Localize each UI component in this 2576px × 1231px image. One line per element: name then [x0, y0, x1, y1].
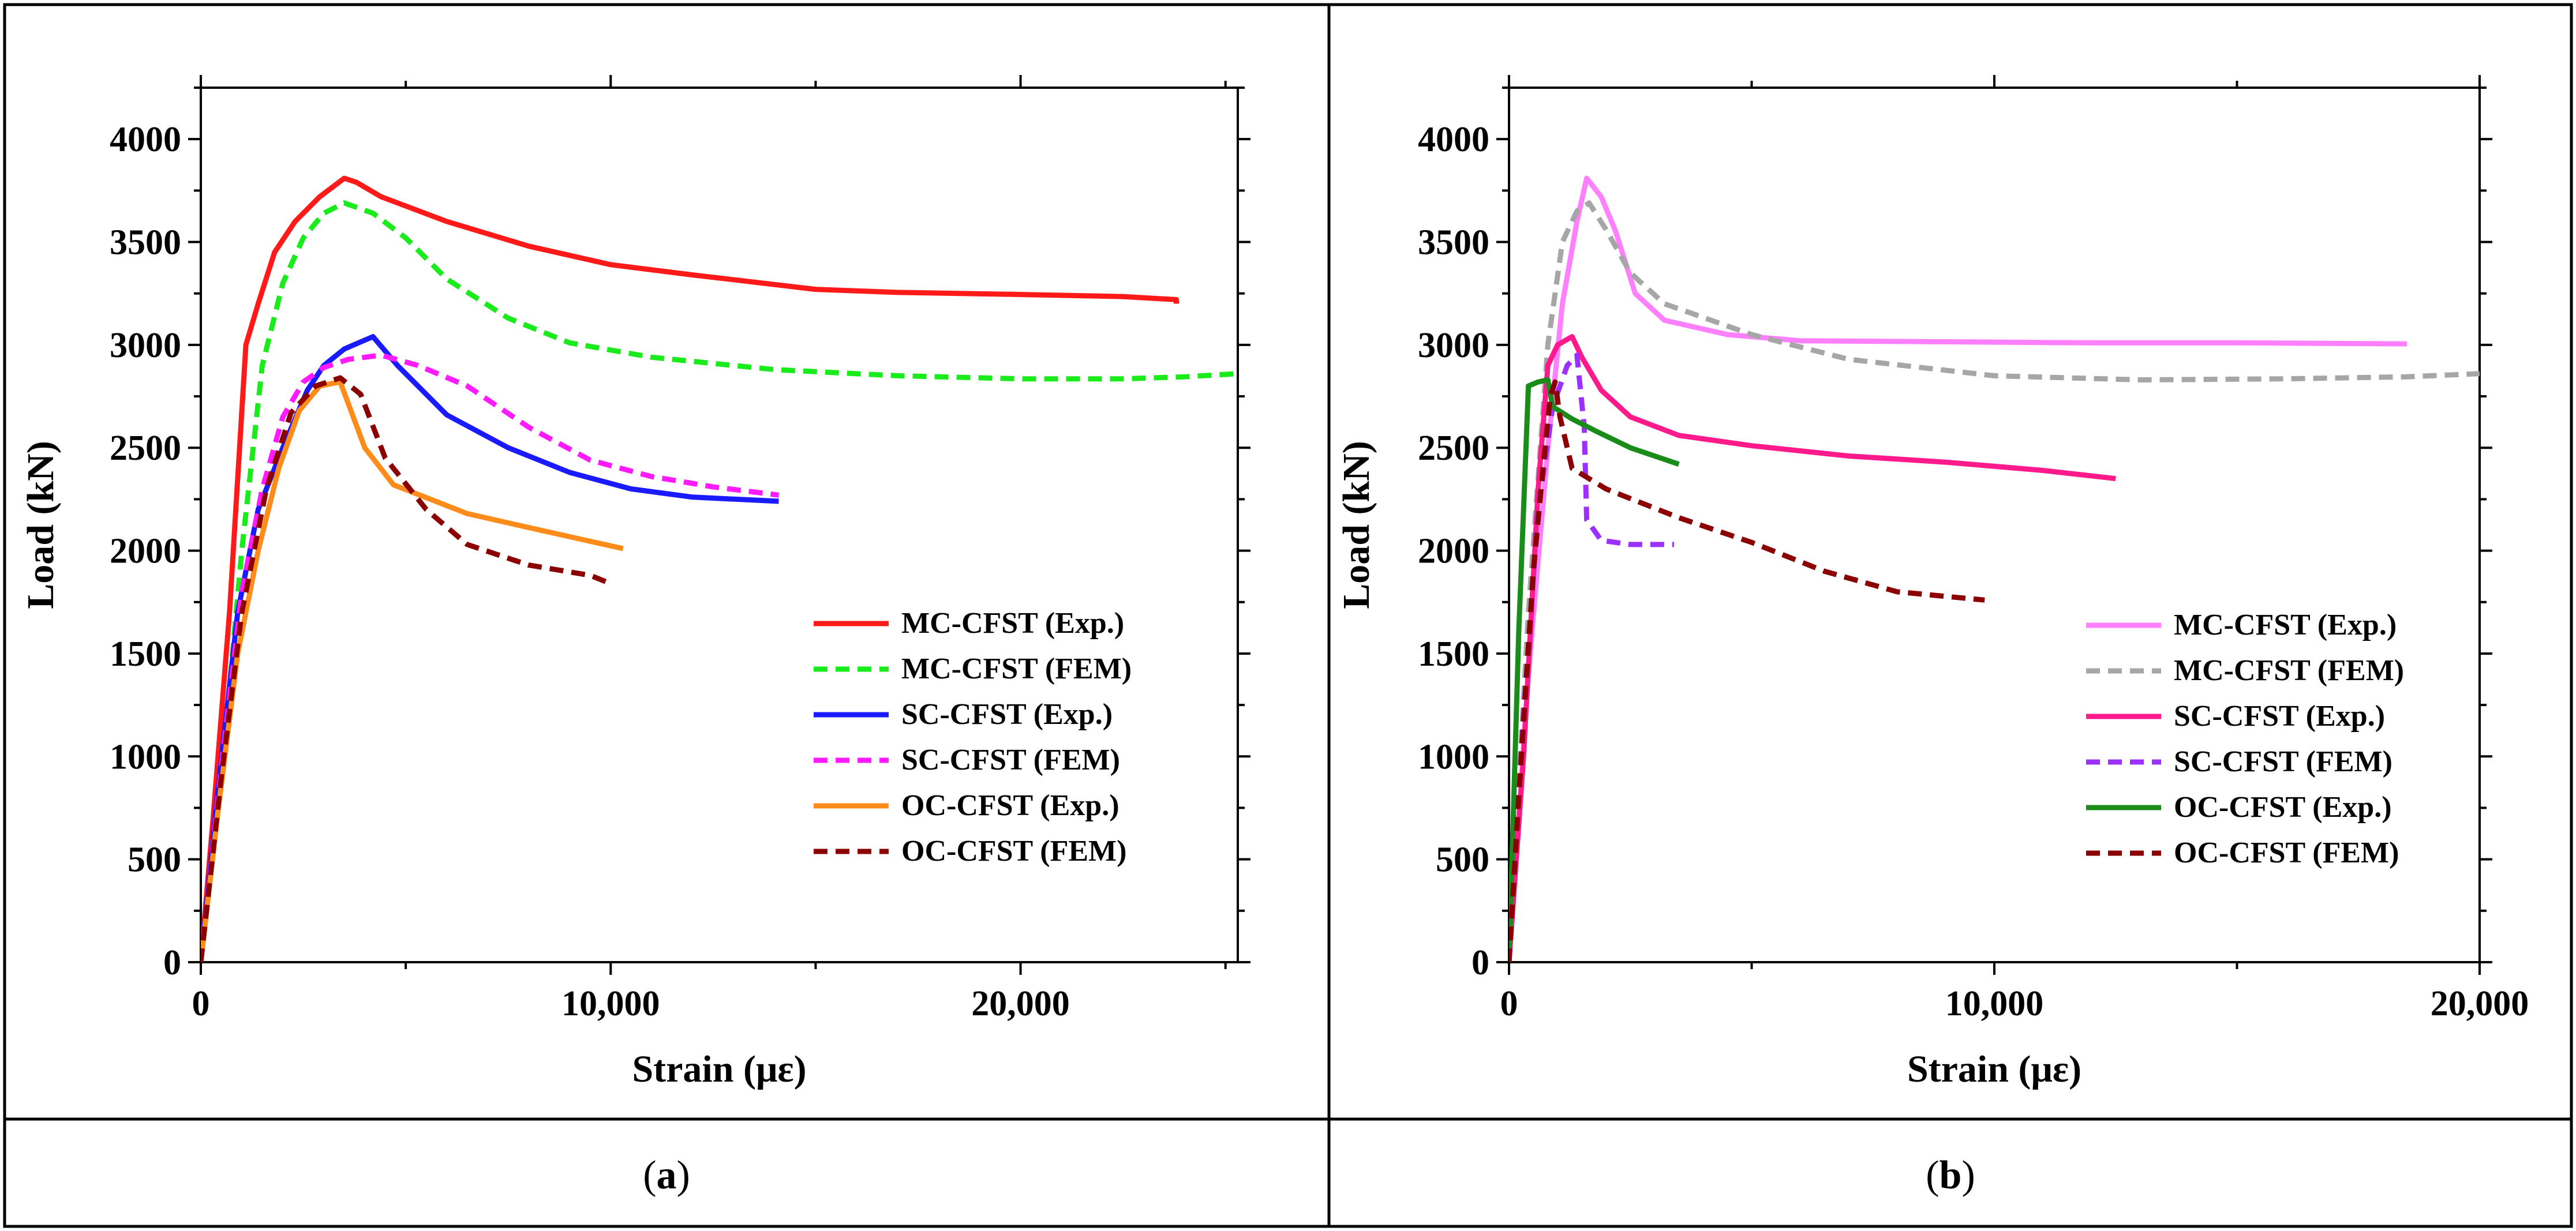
- chart-a-xtick-label: 10,000: [561, 984, 660, 1023]
- chart-b-series-sc-cfst-exp: [1509, 334, 2116, 962]
- chart-b-ytick-label: 500: [1436, 840, 1489, 880]
- chart-b-legend-label: SC-CFST (FEM): [2174, 745, 2392, 778]
- chart-b-legend-label: SC-CFST (Exp.): [2174, 700, 2385, 733]
- chart-a-ytick-label: 4000: [110, 120, 181, 159]
- chart-a-series-oc-cfst-fem: [201, 375, 612, 962]
- chart-a-plot-frame: [200, 87, 1239, 963]
- chart-a-series-mc-cfst-exp: [201, 175, 1179, 962]
- chart-a-ytick-label: 2000: [110, 532, 181, 571]
- chart-a-ytick-label: 3500: [110, 223, 181, 262]
- chart-a-legend-label: SC-CFST (FEM): [901, 744, 1120, 776]
- chart-b-legend-label: OC-CFST (Exp.): [2174, 791, 2392, 824]
- chart-b-legend-label: MC-CFST (FEM): [2174, 654, 2404, 687]
- chart-b-ytick-label: 0: [1472, 943, 1489, 982]
- figure-border: [3, 3, 2573, 1228]
- chart-b-xtick-label: 20,000: [2431, 984, 2529, 1023]
- chart-a-xlabel: Strain (με): [632, 1048, 806, 1090]
- chart-a-series-mc-cfst-fem: [201, 200, 1238, 962]
- chart-b-ytick-label: 1500: [1418, 635, 1489, 674]
- chart-b-ytick-label: 4000: [1418, 120, 1489, 159]
- chart-a-ytick-label: 1000: [110, 737, 181, 776]
- chart-a-ytick-label: 500: [128, 840, 181, 880]
- chart-b-series-oc-cfst-exp: [1509, 377, 1680, 962]
- chart-panel-b: 0 500 1000 1500 2000 2500 3000 3500 4000 0 10,000 2…: [1335, 75, 2529, 1090]
- chart-a-series-sc-cfst-exp: [201, 334, 779, 962]
- chart-panel-a: 0 500 1000 1500 2000 2500 3000 3500 4000 0 10,000 2…: [20, 75, 1250, 1090]
- chart-b-series-mc-cfst-fem: [1509, 200, 2480, 962]
- chart-b-xtick-label: 10,000: [1945, 984, 2044, 1023]
- chart-b-ytick-label: 2500: [1418, 429, 1489, 468]
- chart-b-xtick-label: 0: [1500, 984, 1518, 1023]
- chart-b-ytick-label: 1000: [1418, 737, 1489, 776]
- chart-a-legend-label: OC-CFST (FEM): [901, 835, 1126, 868]
- chart-a-ylabel: Load (kN): [20, 441, 62, 609]
- caption-b: (b): [1926, 1153, 1975, 1198]
- chart-a-legend-label: OC-CFST (Exp.): [901, 789, 1119, 822]
- chart-b-legend-label: MC-CFST (Exp.): [2174, 609, 2397, 641]
- chart-b-series-sc-cfst-fem: [1509, 352, 1674, 962]
- chart-a-legend-label: SC-CFST (Exp.): [901, 698, 1113, 731]
- chart-b-legend-label: OC-CFST (FEM): [2174, 836, 2399, 869]
- chart-b-xlabel: Strain (με): [1907, 1048, 2081, 1090]
- caption-a: (a): [643, 1153, 690, 1198]
- chart-a-ytick-label: 2500: [110, 429, 181, 468]
- chart-b-plot-frame: [1508, 87, 2481, 963]
- chart-b-ylabel: Load (kN): [1335, 441, 1377, 609]
- chart-a-ytick-label: 1500: [110, 635, 181, 674]
- chart-b-ytick-label: 2000: [1418, 532, 1489, 571]
- chart-a-legend-label: MC-CFST (FEM): [901, 652, 1132, 685]
- chart-a-legend-label: MC-CFST (Exp.): [901, 607, 1124, 640]
- chart-a-ytick-label: 3000: [110, 326, 181, 365]
- chart-a-xtick-label: 0: [192, 984, 210, 1023]
- chart-b-ytick-label: 3000: [1418, 326, 1489, 365]
- chart-a-xtick-label: 20,000: [971, 984, 1070, 1023]
- chart-a-ytick-label: 0: [163, 943, 181, 982]
- chart-b-series-oc-cfst-fem: [1509, 379, 1985, 962]
- chart-b-ytick-label: 3500: [1418, 223, 1489, 262]
- chart-a-series-sc-cfst-fem: [201, 352, 780, 962]
